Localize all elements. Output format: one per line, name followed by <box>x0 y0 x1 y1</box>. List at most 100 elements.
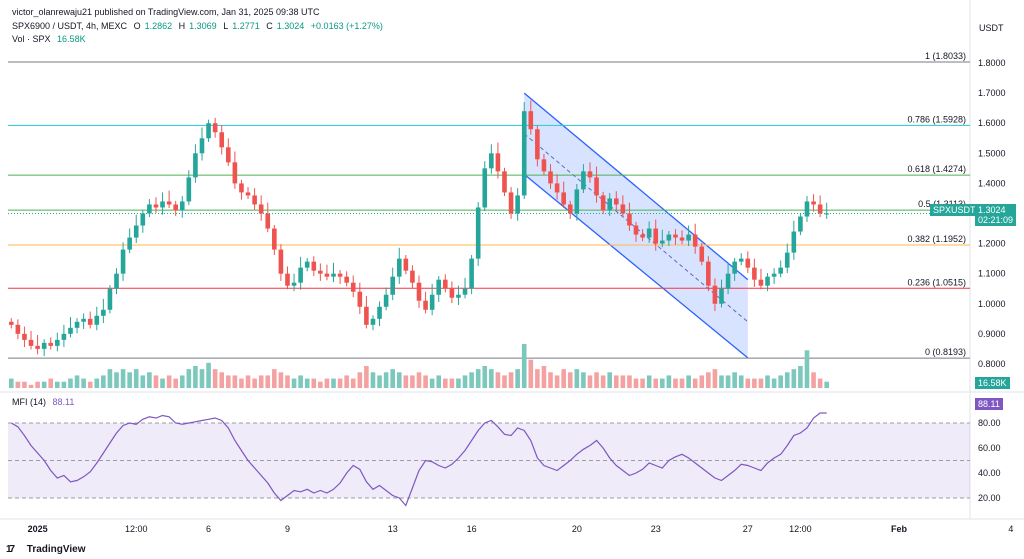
candle-body <box>515 195 520 214</box>
volume-label[interactable]: Vol · SPX <box>12 34 51 44</box>
candle-body <box>771 273 777 277</box>
candle-body <box>482 168 488 208</box>
candle-body <box>41 342 47 349</box>
candle-body <box>48 342 54 346</box>
candle-body <box>725 273 731 289</box>
mfi-label[interactable]: MFI (14) <box>12 397 47 407</box>
candle-body <box>55 339 60 346</box>
candle-body <box>706 261 711 286</box>
volume-bar <box>278 372 284 388</box>
mfi-line <box>11 412 827 507</box>
volume-bar <box>640 378 645 388</box>
currency-label: USDT <box>979 23 1008 33</box>
candle-body <box>403 258 409 271</box>
volume-bar <box>686 375 691 388</box>
tradingview-brand[interactable]: 17 TradingView <box>6 544 86 555</box>
mfi-band-fill <box>8 423 970 498</box>
volume-bar <box>199 369 205 388</box>
volume-bar <box>28 384 34 388</box>
candle-body <box>699 246 705 262</box>
volume-bar <box>74 375 80 388</box>
volume-bar <box>719 375 724 388</box>
fib-level-label: 0.236 (1.0515) <box>907 277 966 287</box>
volume-bar <box>456 378 461 388</box>
candle-body <box>679 237 685 241</box>
candle-body <box>285 273 290 286</box>
time-axis-tick: 16 <box>467 524 477 534</box>
volume-bar <box>140 375 146 388</box>
candle-body <box>765 276 770 286</box>
publisher-line: victor_olanrewaju21 published on Trading… <box>12 7 324 17</box>
candle-body <box>475 207 481 259</box>
candle-body <box>8 321 14 325</box>
price-axis-tick: 0.8000 <box>978 359 1006 369</box>
candle-body <box>804 201 810 217</box>
volume-bar <box>311 378 317 388</box>
candle-body <box>646 228 652 238</box>
volume-bar <box>291 378 297 388</box>
currency-text: USDT <box>979 23 1004 33</box>
volume-bar <box>35 381 40 388</box>
volume-bar <box>133 369 139 388</box>
volume-bar <box>41 381 47 388</box>
volume-bar <box>94 378 100 388</box>
volume-bar <box>443 378 448 388</box>
volume-bar <box>587 375 593 388</box>
candle-body <box>206 123 211 139</box>
candle-body <box>548 171 553 184</box>
candle-body <box>752 267 757 280</box>
volume-bar <box>55 381 60 388</box>
volume-bar <box>285 375 290 388</box>
volume-bar <box>318 381 323 388</box>
volume-tag: 16.58K <box>975 377 1010 389</box>
volume-bar <box>212 369 218 388</box>
volume-bar <box>179 375 185 388</box>
candle-body <box>370 318 376 325</box>
candle-body <box>278 249 284 274</box>
mfi-axis-tick: 20.00 <box>978 493 1001 503</box>
candle-body <box>620 204 626 214</box>
volume-bar <box>706 372 711 388</box>
price-axis-tick: 1.6000 <box>978 118 1006 128</box>
time-axis-tick: 9 <box>285 524 290 534</box>
candle-body <box>140 213 146 226</box>
candle-body <box>528 111 534 130</box>
price-axis-tick: 1.2000 <box>978 239 1006 249</box>
volume-bar <box>350 378 356 388</box>
volume-bar <box>81 378 86 388</box>
volume-bar <box>449 378 455 388</box>
symbol-title[interactable]: SPX6900 / USDT, 4h, MEXC <box>12 21 128 31</box>
candle-body <box>232 162 238 184</box>
volume-bar <box>166 375 172 388</box>
candle-body <box>304 261 310 268</box>
volume-bar <box>725 375 731 388</box>
publisher-text: victor_olanrewaju21 published on Trading… <box>12 7 320 17</box>
candle-body <box>35 345 40 349</box>
tradingview-logo-icon: 17 <box>6 544 15 555</box>
close-value: 1.3024 <box>276 21 305 31</box>
volume-bar <box>765 375 770 388</box>
time-axis-tick: 12:00 <box>789 524 812 534</box>
candle-body <box>15 324 21 334</box>
candle-body <box>383 294 389 307</box>
volume-bar <box>824 381 830 388</box>
candle-body <box>423 300 428 310</box>
volume-bar <box>403 375 409 388</box>
candle-body <box>101 309 106 316</box>
volume-bar <box>252 378 257 388</box>
volume-bar <box>653 378 659 388</box>
channel-upper-line <box>523 92 749 281</box>
volume-bar <box>798 366 803 388</box>
ohlc-line: SPX6900 / USDT, 4h, MEXC O 1.2862 H 1.3069… <box>12 21 387 31</box>
volume-bar <box>8 378 14 388</box>
mfi-axis-tick: 40.00 <box>978 468 1001 478</box>
volume-bar <box>186 369 192 388</box>
volume-bar <box>416 372 422 388</box>
candle-body <box>318 270 323 274</box>
volume-bar <box>101 375 106 388</box>
candle-body <box>28 339 34 346</box>
candle-body <box>107 288 113 310</box>
candle-body <box>660 240 665 244</box>
open-value: 1.2862 <box>144 21 173 31</box>
